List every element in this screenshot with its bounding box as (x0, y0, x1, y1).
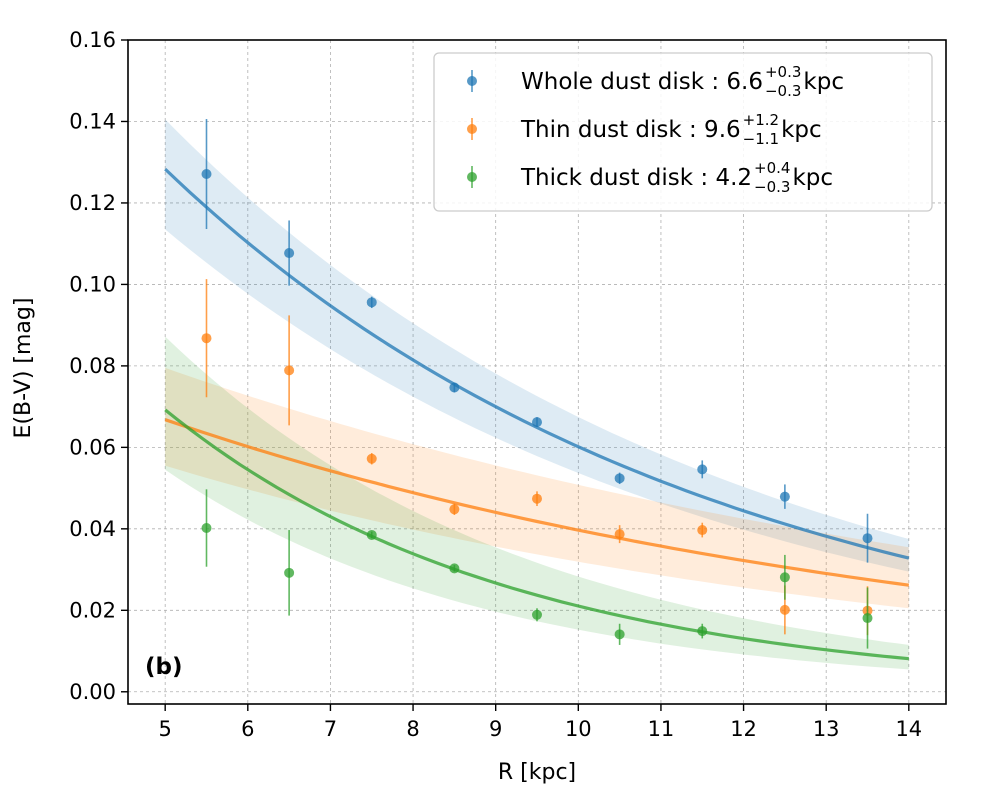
data-points (201, 119, 873, 649)
x-tick-label: 6 (241, 717, 254, 741)
confidence-band (165, 367, 909, 609)
legend-label: Thin dust disk : 9.6 (520, 117, 741, 143)
plot-frame (127, 39, 947, 705)
data-point (779, 491, 790, 502)
confidence-band (165, 336, 909, 670)
legend-label-main: Thick dust disk : 4.2 (520, 165, 752, 191)
legend-sup: +0.3 (765, 63, 801, 81)
x-tick-label: 14 (895, 717, 922, 741)
legend-sub: −0.3 (754, 178, 790, 196)
legend-unit: kpc (792, 165, 833, 191)
legend-marker (467, 124, 477, 134)
legend-sup: +0.4 (754, 159, 790, 177)
legend-marker (467, 172, 477, 182)
axis-ticks: 5 6 7 8 9 10 11 12 13 14 0.00 0.02 0.04 0.06 0.08 0.10 0… (69, 28, 922, 741)
legend-frame (433, 52, 933, 212)
y-tick-label: 0.06 (69, 435, 116, 459)
data-point (614, 529, 625, 540)
data-point (366, 529, 377, 540)
legend-label: Whole dust disk : 6.6 (521, 69, 763, 95)
data-point (779, 572, 790, 583)
data-point (201, 169, 212, 180)
y-tick-label: 0.04 (69, 517, 116, 541)
legend-label-main: Whole dust disk : 6.6 (521, 69, 763, 95)
data-point (201, 333, 212, 344)
panel-label: (b) (145, 654, 183, 680)
data-point (614, 629, 625, 640)
x-tick-label: 7 (324, 717, 337, 741)
y-tick-label: 0.10 (69, 272, 116, 296)
x-tick-label: 8 (406, 717, 419, 741)
legend-sub: −1.1 (743, 130, 779, 148)
data-point (284, 248, 295, 259)
data-point (697, 525, 708, 536)
x-tick-label: 11 (648, 717, 675, 741)
data-point (449, 563, 460, 574)
legend-entry: Whole dust disk : 6.6 +0.3−0.3 kpc (467, 63, 844, 100)
x-axis-label: R [kpc] (498, 760, 576, 785)
data-point (697, 626, 708, 637)
legend-sup: +1.2 (743, 111, 779, 129)
y-tick-label: 0.08 (69, 354, 116, 378)
confidence-bands (165, 119, 909, 670)
data-point (532, 493, 542, 504)
confidence-band (165, 119, 909, 572)
legend-label-main: Thin dust disk : 9.6 (520, 117, 741, 143)
legend-entry: Thin dust disk : 9.6 +1.2−1.1 kpc (467, 111, 822, 148)
data-point (779, 604, 790, 615)
fit-curve (164, 408, 909, 661)
y-tick-label: 0.02 (69, 598, 116, 622)
data-point (532, 417, 542, 428)
x-tick-label: 10 (565, 717, 592, 741)
x-tick-label: 12 (730, 717, 757, 741)
data-point (449, 504, 460, 515)
legend-unit: kpc (781, 117, 822, 143)
data-point (532, 609, 542, 620)
data-point (366, 297, 377, 308)
data-point (862, 533, 873, 544)
legend-marker (467, 76, 477, 86)
y-tick-label: 0.14 (69, 109, 116, 133)
legend-label: Thick dust disk : 4.2 (520, 165, 752, 191)
y-tick-label: 0.00 (69, 680, 116, 704)
data-point (449, 382, 460, 393)
x-tick-label: 9 (489, 717, 502, 741)
data-point (284, 567, 295, 578)
legend-sub: −0.3 (765, 82, 801, 100)
data-point (366, 453, 377, 464)
legend-unit: kpc (803, 69, 844, 95)
y-tick-label: 0.16 (69, 28, 116, 52)
data-point (697, 464, 708, 475)
legend-entry: Thick dust disk : 4.2 +0.4−0.3 kpc (467, 159, 833, 196)
y-axis-label: E(B-V) [mag] (11, 298, 36, 439)
data-point (284, 365, 295, 376)
data-point (614, 473, 625, 484)
y-tick-label: 0.12 (69, 191, 116, 215)
x-tick-label: 5 (158, 717, 171, 741)
data-point (862, 613, 873, 624)
data-point (201, 523, 212, 534)
x-tick-label: 13 (813, 717, 840, 741)
